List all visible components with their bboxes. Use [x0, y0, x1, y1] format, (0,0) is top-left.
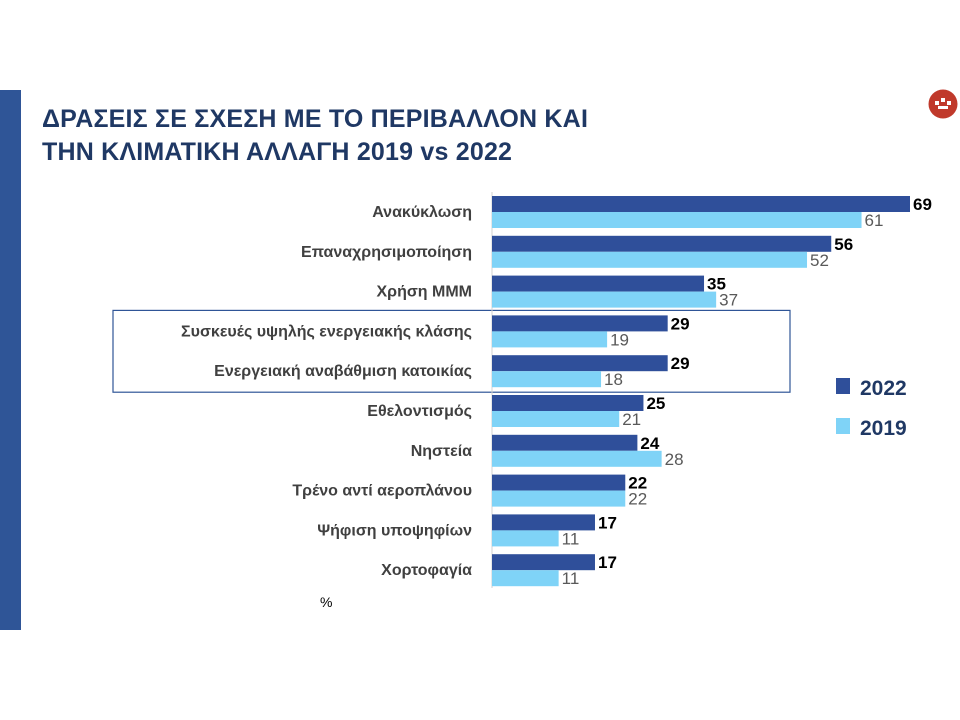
category-label: Ψήφιση υποψηφίων	[317, 522, 472, 539]
category-label: Χρήση ΜΜΜ	[377, 284, 473, 301]
bar-2022	[492, 235, 832, 252]
logo-mark-2	[941, 98, 945, 102]
bar-2019	[492, 251, 808, 268]
category-label: Ενεργειακή αναβάθμιση κατοικίας	[214, 363, 472, 380]
bar-2019	[492, 371, 602, 388]
bar-2019	[492, 331, 608, 348]
bar-2019	[492, 490, 626, 507]
bar-2022	[492, 395, 644, 411]
category-label: Χορτοφαγία	[381, 562, 472, 579]
data-label-2019: 61	[865, 211, 884, 230]
data-label-2022: 35	[707, 275, 726, 294]
data-label-2022: 29	[671, 354, 690, 373]
data-label-2022: 25	[646, 394, 665, 413]
category-label: Τρένο αντί αεροπλάνου	[292, 483, 472, 500]
page-title: ΔΡΑΣΕΙΣ ΣΕ ΣΧΕΣΗ ΜΕ ΤΟ ΠΕΡΙΒΑΛΛΟΝ ΚΑΙ ΤΗ…	[42, 103, 588, 169]
title-line-2: ΤΗΝ ΚΛΙΜΑΤΙΚΗ ΑΛΛΑΓΗ 2019 vs 2022	[42, 138, 513, 166]
bar-2019	[492, 530, 559, 547]
legend-swatch-2019	[836, 418, 850, 434]
bar-2022	[492, 514, 595, 531]
bar-2022	[492, 434, 638, 451]
data-label-2019: 18	[604, 370, 623, 389]
bar-2022	[492, 315, 668, 332]
data-label-2019: 11	[562, 569, 580, 588]
category-label: Επαναχρησιμοποίηση	[301, 244, 472, 261]
bar-2019	[492, 570, 559, 587]
category-label: Ανακύκλωση	[372, 204, 472, 221]
bar-2022	[492, 474, 626, 491]
logo-circle	[928, 89, 958, 119]
bar-2019	[492, 450, 662, 467]
data-label-2022: 29	[671, 314, 690, 333]
category-label: Συσκευές υψηλής ενεργειακής κλάσης	[181, 323, 472, 340]
highlight-box	[112, 309, 791, 393]
bar-2019	[492, 212, 862, 228]
data-label-2022: 56	[834, 235, 853, 254]
data-label-2019: 19	[610, 330, 629, 349]
title-line-1: ΔΡΑΣΕΙΣ ΣΕ ΣΧΕΣΗ ΜΕ ΤΟ ΠΕΡΙΒΑΛΛΟΝ ΚΑΙ	[42, 105, 589, 133]
data-label-2022: 69	[913, 195, 932, 214]
category-label: Νηστεία	[411, 443, 472, 460]
bar-2022	[492, 355, 668, 372]
data-label-2019: 52	[810, 251, 829, 270]
data-label-2022: 17	[598, 553, 617, 572]
data-label-2019: 28	[665, 450, 684, 469]
institution-logo-icon	[928, 89, 958, 119]
bar-2022	[492, 275, 705, 292]
logo-mark-3	[947, 101, 951, 105]
legend-swatch-2022	[836, 378, 850, 394]
logo-mark-1	[935, 101, 939, 105]
accent-bar	[0, 90, 21, 630]
bar-2019	[492, 291, 717, 308]
logo-mark-4	[938, 106, 948, 109]
data-label-2022: 22	[628, 474, 647, 493]
data-label-2019: 21	[622, 410, 641, 429]
legend-label-2019: 2019	[860, 417, 907, 440]
legend-label-2022: 2022	[860, 377, 907, 400]
bar-2022	[492, 554, 595, 571]
data-label-2019: 22	[628, 490, 647, 509]
unit-label: %	[320, 594, 333, 610]
category-label: Εθελοντισμός	[367, 403, 472, 420]
data-label-2019: 11	[562, 529, 580, 548]
data-label-2022: 24	[640, 434, 659, 453]
data-label-2019: 37	[719, 291, 738, 310]
data-label-2022: 17	[598, 513, 617, 532]
bar-2022	[492, 196, 910, 212]
bar-2019	[492, 411, 620, 427]
